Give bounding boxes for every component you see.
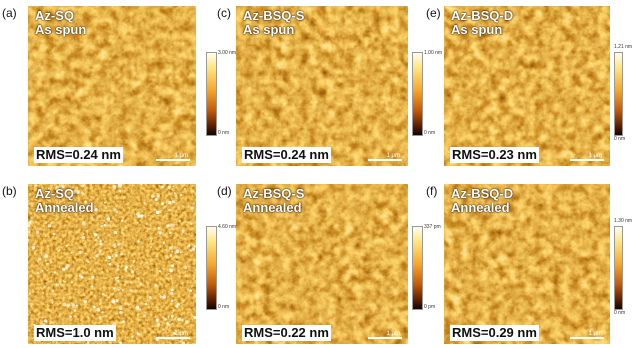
rms-label: RMS=0.29 nm: [450, 325, 539, 341]
scale-bar-label: 1 μm: [588, 153, 602, 159]
scale-bar-label: 1 μm: [386, 153, 400, 159]
rms-label: RMS=1.0 nm: [34, 325, 116, 341]
colorbar: [614, 52, 623, 136]
scale-bar: [156, 159, 190, 161]
scale-bar-label: 1 μm: [174, 153, 188, 159]
colorbar-min: 0 nm: [218, 130, 230, 136]
scale-bar: [156, 337, 190, 339]
afm-image: Az-BSQ-D Annealed 1 μm RMS=0.29 nm: [444, 184, 610, 344]
panel-letter: (e): [426, 6, 441, 20]
colorbar-max: 4.60 nm: [218, 224, 237, 230]
sample-label: Az-BSQ-D As spun: [451, 8, 514, 37]
scale-bar-label: 1 μm: [588, 331, 602, 337]
panel-letter: (f): [426, 184, 438, 198]
panel-letter: (c): [217, 6, 231, 20]
afm-image: Az-BSQ-S Annealed 1 μm RMS=0.22 nm: [236, 184, 408, 344]
rms-label: RMS=0.23 nm: [450, 147, 539, 163]
afm-image: Az-BSQ-S As spun 1 μm RMS=0.24 nm: [236, 6, 408, 166]
colorbar-min: 0 nm: [218, 304, 230, 310]
scale-bar: [368, 337, 402, 339]
rms-label: RMS=0.22 nm: [242, 325, 331, 341]
rms-label: RMS=0.24 nm: [34, 147, 123, 163]
afm-texture: [444, 184, 610, 344]
panel-letter: (b): [2, 184, 17, 198]
colorbar-min: 0 nm: [614, 310, 626, 316]
panel-letter: (a): [2, 6, 17, 20]
sample-label: Az-BSQ-S As spun: [243, 8, 305, 37]
sample-label: Az-BSQ-S Annealed: [243, 186, 305, 215]
colorbar: [206, 52, 217, 136]
afm-texture: [28, 6, 196, 166]
colorbar: [412, 52, 423, 136]
scale-bar: [570, 159, 604, 161]
colorbar: [412, 226, 423, 310]
colorbar: [206, 226, 217, 310]
colorbar-max: 1.21 nm: [614, 44, 633, 50]
colorbar-max: 337 pm: [424, 224, 441, 230]
scale-bar-label: 1 μm: [386, 331, 400, 337]
scale-bar: [570, 337, 604, 339]
colorbar: [614, 226, 623, 310]
panel-letter: (d): [217, 184, 232, 198]
sample-label: Az-SQ Annealed: [35, 186, 94, 215]
colorbar-max: 3.00 nm: [218, 50, 237, 56]
colorbar-min: 0 nm: [424, 130, 436, 136]
afm-texture: [236, 6, 408, 166]
colorbar-min: 0 pm: [424, 304, 436, 310]
scale-bar: [368, 159, 402, 161]
sample-label: Az-BSQ-D Annealed: [451, 186, 514, 215]
afm-texture: [444, 6, 610, 166]
afm-image: Az-SQ As spun 1 μm RMS=0.24 nm: [28, 6, 196, 166]
colorbar-max: 1.00 nm: [424, 50, 443, 56]
colorbar-max: 1.30 nm: [614, 218, 633, 224]
afm-image: Az-BSQ-D As spun 1 μm RMS=0.23 nm: [444, 6, 610, 166]
scale-bar-label: 1 μm: [174, 331, 188, 337]
sample-label: Az-SQ As spun: [35, 8, 87, 37]
afm-image: Az-SQ Annealed 1 μm RMS=1.0 nm: [28, 184, 196, 344]
afm-texture: [236, 184, 408, 344]
afm-texture: [28, 184, 196, 344]
colorbar-min: 0 nm: [614, 136, 626, 142]
rms-label: RMS=0.24 nm: [242, 147, 331, 163]
